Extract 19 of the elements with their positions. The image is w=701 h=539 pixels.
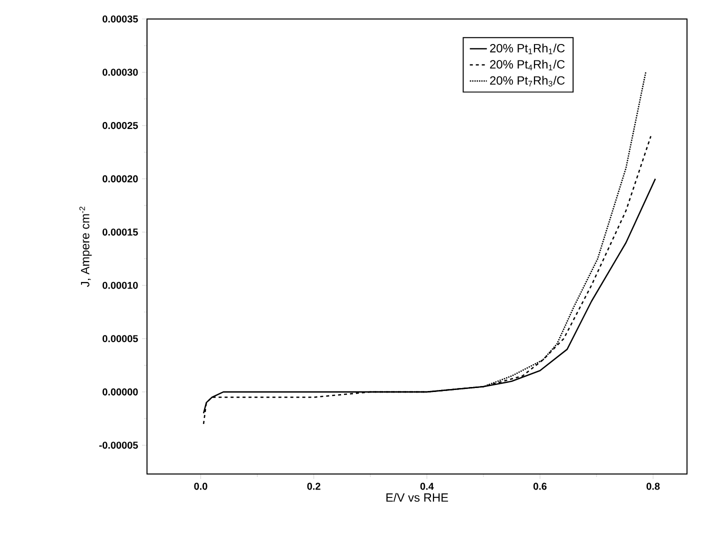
y-tick-label: 0.00010: [102, 282, 138, 289]
x-tick-label: 0.6: [533, 482, 547, 490]
y-axis-title: J, Ampere cm$^{-2}$: [79, 206, 92, 287]
legend-label: 20% Pt$_{7}$Rh$_{3}$/C: [490, 76, 565, 86]
y-tick-label: 0.00035: [102, 15, 138, 23]
y-tick-label: -0.00005: [99, 442, 138, 449]
y-tick-label: 0.00015: [102, 228, 138, 236]
x-tick-label: 0.8: [646, 482, 660, 490]
legend-label: 20% Pt$_{4}$Rh$_{1}$/C: [490, 60, 565, 70]
x-tick-label: 0.0: [194, 482, 208, 490]
x-tick-label: 0.4: [420, 482, 434, 490]
y-tick-label: 0.00025: [102, 122, 138, 130]
y-tick-label: 0.00005: [102, 335, 138, 342]
y-tick-label: 0.00000: [102, 388, 138, 396]
x-tick-label: 0.2: [307, 482, 320, 490]
y-tick-label: 0.00020: [102, 175, 138, 182]
y-tick-label: 0.00030: [102, 68, 138, 76]
x-axis-title: E/V vs RHE: [386, 493, 448, 502]
legend-label: 20% Pt$_{1}$Rh$_{1}$/C: [490, 44, 565, 54]
